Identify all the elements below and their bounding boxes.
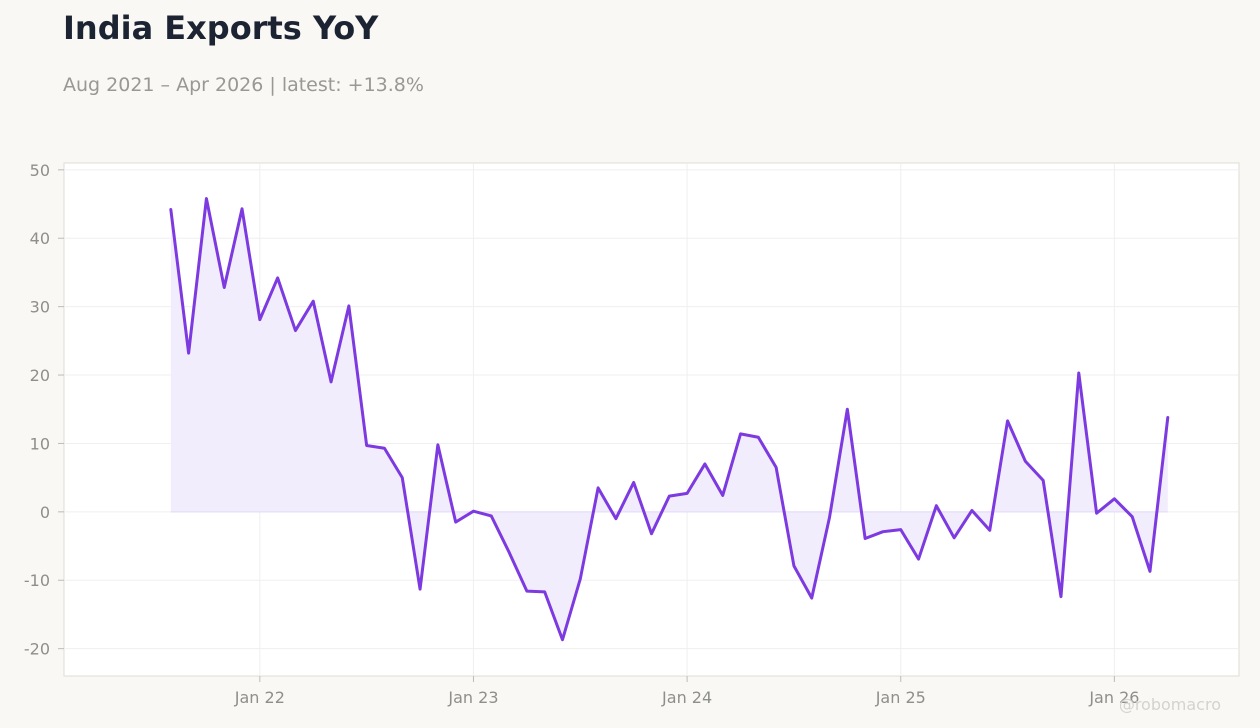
- y-tick-label: 20: [30, 366, 50, 385]
- data-point: [365, 443, 369, 447]
- data-point: [489, 514, 493, 518]
- data-point: [650, 532, 654, 536]
- data-point: [917, 557, 921, 561]
- data-point: [240, 207, 244, 211]
- chart-subtitle: Aug 2021 – Apr 2026 | latest: +13.8%: [63, 74, 424, 96]
- x-axis: Jan 22 Jan 23 Jan 24 Jan 25 Jan 26: [234, 676, 1139, 707]
- data-point: [436, 443, 440, 447]
- data-point: [703, 462, 707, 466]
- data-point: [756, 435, 760, 439]
- area-fill-layer: [170, 198, 1168, 640]
- data-point: [471, 509, 475, 513]
- data-point: [1059, 595, 1063, 599]
- data-point: [258, 318, 262, 322]
- data-point: [578, 577, 582, 581]
- data-point: [311, 299, 315, 303]
- data-point: [276, 276, 280, 280]
- x-tick-label: Jan 25: [875, 688, 926, 707]
- data-point: [507, 550, 511, 554]
- data-point: [525, 589, 529, 593]
- data-point: [934, 504, 938, 508]
- data-point: [169, 208, 173, 212]
- data-point: [632, 480, 636, 484]
- data-point: [418, 587, 422, 591]
- gridlines: [64, 163, 1239, 676]
- data-point: [293, 329, 297, 333]
- y-tick-label: -10: [24, 571, 50, 590]
- data-point: [382, 446, 386, 450]
- data-point: [1077, 371, 1081, 375]
- data-point: [1023, 459, 1027, 463]
- y-tick-label: 30: [30, 298, 50, 317]
- data-point: [1041, 478, 1045, 482]
- area-fill: [170, 198, 1168, 640]
- data-point: [222, 285, 226, 289]
- y-tick-label: 50: [30, 161, 50, 180]
- watermark-text: @robomacro: [1119, 695, 1221, 714]
- x-tick-label: Jan 24: [661, 688, 712, 707]
- data-point: [845, 407, 849, 411]
- data-point: [739, 432, 743, 436]
- data-point: [899, 528, 903, 532]
- x-tick-label: Jan 22: [234, 688, 285, 707]
- data-point: [863, 537, 867, 541]
- x-tick-label: Jan 23: [447, 688, 498, 707]
- data-point: [1166, 415, 1170, 419]
- data-point: [1148, 569, 1152, 573]
- data-point: [774, 465, 778, 469]
- data-point: [614, 517, 618, 521]
- x-tick-label: Jan 26: [1088, 688, 1139, 707]
- data-point: [329, 380, 333, 384]
- data-point: [952, 536, 956, 540]
- chart-title: India Exports YoY: [63, 9, 379, 47]
- data-point: [988, 528, 992, 532]
- data-point: [667, 494, 671, 498]
- data-point: [685, 491, 689, 495]
- series-line-layer: [169, 197, 1170, 642]
- data-point: [560, 638, 564, 642]
- data-point: [1112, 497, 1116, 501]
- data-point: [828, 515, 832, 519]
- data-point: [1130, 515, 1134, 519]
- data-point: [1095, 511, 1099, 515]
- data-point: [810, 596, 814, 600]
- data-point: [970, 508, 974, 512]
- data-point: [204, 197, 208, 201]
- y-tick-label: 0: [40, 503, 50, 522]
- data-point: [543, 590, 547, 594]
- data-point: [1006, 419, 1010, 423]
- series-line: [169, 197, 1170, 642]
- data-point: [400, 476, 404, 480]
- data-point: [792, 564, 796, 568]
- data-point: [454, 520, 458, 524]
- data-point: [881, 530, 885, 534]
- y-tick-label: 40: [30, 229, 50, 248]
- data-point: [721, 493, 725, 497]
- data-point: [596, 486, 600, 490]
- data-point: [187, 351, 191, 355]
- y-tick-label: -20: [24, 640, 50, 659]
- y-tick-label: 10: [30, 434, 50, 453]
- y-axis: -20 -10 0 10 20 30 40 50: [24, 161, 64, 659]
- data-point: [347, 304, 351, 308]
